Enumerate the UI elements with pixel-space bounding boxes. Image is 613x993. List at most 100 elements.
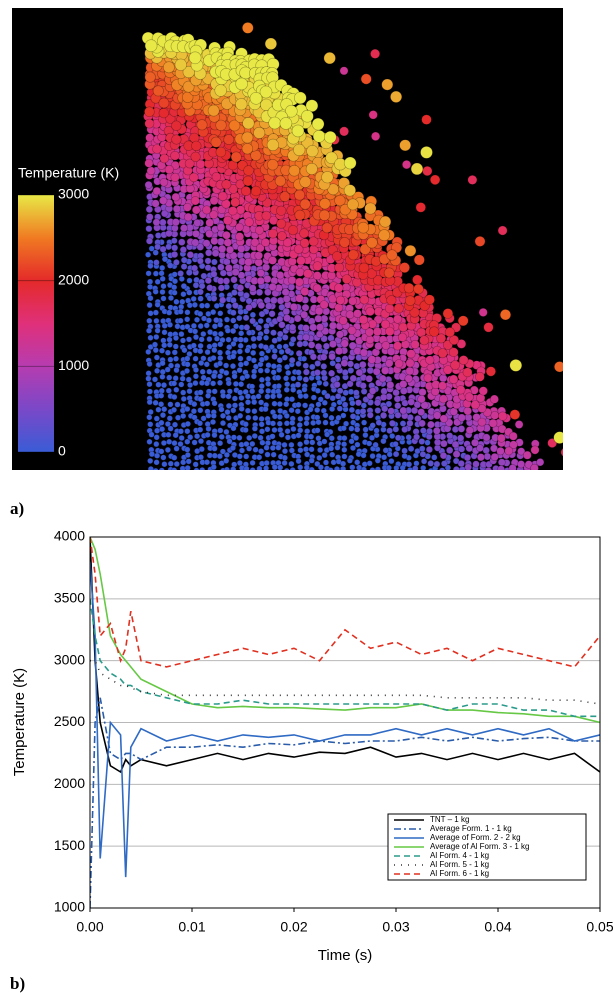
particle <box>360 388 368 395</box>
particle <box>270 363 278 370</box>
particle <box>362 432 369 439</box>
particle <box>257 301 266 310</box>
particle <box>588 393 599 404</box>
particle <box>276 343 283 350</box>
particle <box>302 324 310 332</box>
particle <box>498 411 508 421</box>
particle <box>146 472 152 478</box>
particle <box>217 263 225 271</box>
particle <box>257 475 263 481</box>
particle <box>504 446 514 456</box>
particle <box>255 393 262 400</box>
particle <box>330 459 337 466</box>
particle <box>173 474 179 480</box>
particle <box>276 357 283 364</box>
particle <box>340 425 347 432</box>
particle <box>333 466 341 470</box>
particle <box>216 453 223 460</box>
particle <box>353 434 360 442</box>
particle <box>310 419 317 427</box>
particle <box>197 407 204 414</box>
particle <box>509 359 523 372</box>
particle <box>354 459 361 466</box>
particle <box>393 303 404 314</box>
particle <box>267 159 279 171</box>
particle <box>173 445 180 452</box>
particle <box>399 139 412 152</box>
particle <box>383 472 389 478</box>
particle <box>171 278 179 285</box>
particle <box>320 369 328 377</box>
particle <box>334 262 345 273</box>
particle <box>192 373 199 380</box>
particle <box>223 451 230 459</box>
particle <box>196 420 204 427</box>
particle <box>269 433 276 440</box>
particle <box>145 225 153 233</box>
particle <box>314 427 321 434</box>
particle <box>158 347 166 354</box>
particle <box>221 199 231 209</box>
particle <box>200 355 207 362</box>
particle <box>199 467 206 470</box>
particle <box>522 450 532 460</box>
particle <box>340 339 349 348</box>
particle <box>325 151 338 165</box>
particle <box>236 367 243 374</box>
particle <box>497 465 505 470</box>
particle <box>444 327 456 338</box>
particle <box>448 347 459 358</box>
particle <box>346 380 354 388</box>
particle <box>172 258 180 266</box>
particle <box>296 421 303 429</box>
particle <box>364 202 377 215</box>
particle <box>379 393 388 401</box>
particle <box>276 330 284 338</box>
particle <box>268 116 282 130</box>
particle <box>213 302 220 310</box>
particle <box>496 446 505 456</box>
particle <box>342 473 348 479</box>
particle <box>263 473 269 479</box>
particle <box>205 218 214 227</box>
particle <box>152 270 159 277</box>
particle <box>193 467 200 470</box>
particle <box>171 218 180 227</box>
particle <box>299 198 311 210</box>
particle <box>433 460 441 468</box>
particle <box>264 426 271 433</box>
particle <box>362 472 368 478</box>
particle <box>320 353 328 361</box>
particle <box>271 400 278 407</box>
particle <box>155 474 161 480</box>
particle <box>237 271 246 280</box>
particle <box>146 360 153 368</box>
particle <box>258 421 265 428</box>
particle <box>230 309 237 317</box>
particle <box>420 146 433 159</box>
particle <box>211 445 218 452</box>
particle <box>294 381 302 388</box>
particle <box>458 445 466 453</box>
particle <box>217 284 225 292</box>
particle <box>339 126 349 137</box>
particle <box>242 175 254 187</box>
particle <box>242 22 254 34</box>
particle <box>210 309 217 316</box>
particle <box>429 174 441 186</box>
particle <box>348 341 357 350</box>
particle <box>206 343 213 350</box>
particle <box>358 315 369 325</box>
particle <box>307 341 316 349</box>
particle <box>172 432 179 439</box>
particle <box>180 459 187 466</box>
particle <box>382 447 389 454</box>
particle <box>225 245 235 254</box>
particle <box>249 467 256 470</box>
particle <box>366 460 373 467</box>
particle <box>191 401 198 408</box>
legend-label: Al Form. 6 - 1 kg <box>430 869 489 878</box>
particle <box>276 366 283 374</box>
particle <box>159 196 168 205</box>
particle <box>428 467 434 470</box>
